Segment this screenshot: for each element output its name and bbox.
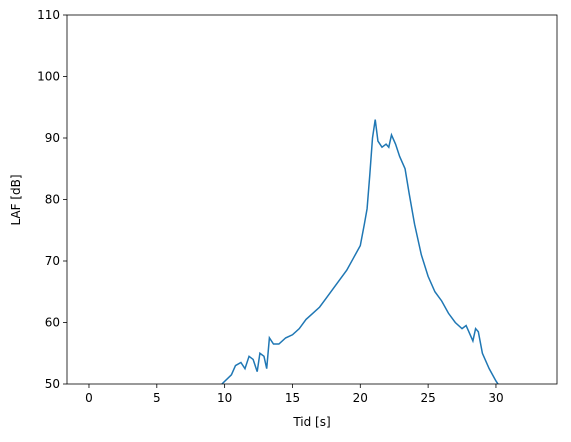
y-tick-label: 60 (45, 316, 60, 330)
x-tick-label: 5 (153, 391, 161, 405)
x-tick-label: 0 (85, 391, 93, 405)
x-tick-label: 15 (285, 391, 300, 405)
y-tick-label: 90 (45, 131, 60, 145)
plot-frame (66, 14, 558, 385)
y-tick-label: 70 (45, 254, 60, 268)
x-axis-label: Tid [s] (292, 415, 330, 429)
y-tick-label: 110 (37, 8, 60, 22)
x-tick-label: 10 (217, 391, 232, 405)
x-tick-label: 30 (488, 391, 503, 405)
y-tick-label: 50 (45, 377, 60, 391)
data-line (221, 119, 499, 384)
y-tick-label: 100 (37, 70, 60, 84)
x-tick-label: 20 (353, 391, 368, 405)
y-tick-label: 80 (45, 193, 60, 207)
y-axis-label: LAF [dB] (9, 174, 23, 225)
x-tick-label: 25 (420, 391, 435, 405)
